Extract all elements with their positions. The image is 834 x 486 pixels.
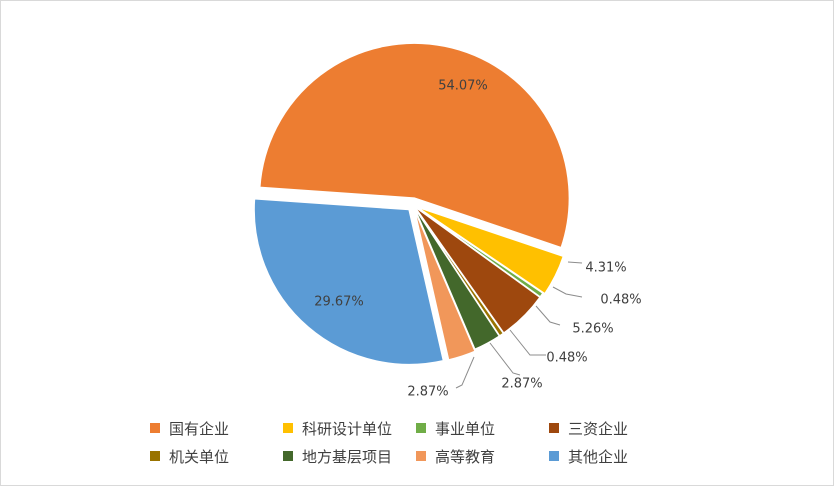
legend-swatch-3 [549, 423, 559, 433]
data-label-1: 4.31% [585, 261, 626, 276]
pie-slice-1 [416, 206, 565, 295]
legend: 国有企业 科研设计单位 事业单位 三资企业机关单位 地方基层项目 高等教育 其他企业 [150, 418, 710, 466]
leader-line-5 [489, 342, 521, 376]
legend-item-7: 其他企业 [549, 446, 682, 466]
leader-lines [455, 261, 583, 389]
legend-item-0: 国有企业 [150, 418, 283, 438]
legend-item-6: 高等教育 [416, 446, 549, 466]
pie-slice-6 [413, 208, 477, 361]
data-labels: 54.07% 4.31% 0.48% 5.26% 0.48% 2.87% 2.87% 29.6… [314, 79, 641, 400]
legend-item-3: 三资企业 [549, 418, 682, 438]
legend-item-2: 事业单位 [416, 418, 549, 438]
legend-label-0: 国有企业 [169, 419, 230, 438]
legend-swatch-1 [283, 423, 293, 433]
legend-swatch-0 [150, 423, 160, 433]
pie-slices [253, 42, 571, 366]
legend-label-2: 事业单位 [435, 419, 496, 438]
legend-label-3: 三资企业 [568, 419, 629, 438]
data-label-3: 5.26% [572, 322, 613, 337]
data-label-5: 2.87% [501, 377, 542, 392]
legend-label-4: 机关单位 [169, 447, 230, 466]
leader-line-4 [509, 329, 546, 356]
data-label-6: 2.87% [407, 385, 448, 400]
data-label-2: 0.48% [600, 293, 641, 308]
legend-swatch-6 [416, 451, 426, 461]
legend-swatch-5 [283, 451, 293, 461]
data-label-4: 0.48% [546, 351, 587, 366]
legend-swatch-7 [549, 451, 559, 461]
legend-label-6: 高等教育 [435, 447, 496, 466]
legend-label-1: 科研设计单位 [302, 419, 393, 438]
leader-line-6 [455, 356, 475, 389]
pie-slice-7 [253, 197, 445, 366]
legend-swatch-2 [416, 423, 426, 433]
leader-line-2 [552, 286, 583, 298]
legend-label-5: 地方基层项目 [302, 447, 393, 466]
legend-label-7: 其他企业 [568, 447, 629, 466]
legend-item-5: 地方基层项目 [283, 446, 416, 466]
legend-swatch-4 [150, 451, 160, 461]
pie-slice-0 [258, 42, 571, 249]
data-label-0: 54.07% [438, 79, 488, 94]
leader-line-1 [567, 261, 583, 264]
leader-line-3 [535, 305, 561, 326]
legend-item-4: 机关单位 [150, 446, 283, 466]
legend-item-1: 科研设计单位 [283, 418, 416, 438]
data-label-7: 29.67% [314, 295, 364, 310]
